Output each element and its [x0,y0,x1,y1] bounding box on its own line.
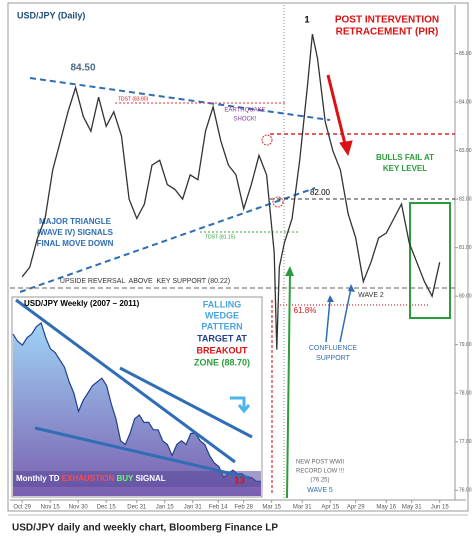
caption: USD/JPY daily and weekly chart, Bloomber… [12,523,278,534]
annotation: RETRACEMENT (PIR) [336,27,439,38]
y-tick-label: 79.00 [459,342,472,348]
x-tick-label: Nov 15 [41,505,61,511]
annotation-shapes [10,5,455,500]
annotation: TDST (83.80) [118,96,149,102]
x-tick-label: Jan 15 [156,505,175,511]
annotation: RECORD LOW !!! [296,469,344,475]
annotation: 82.00 [310,188,331,197]
inset-overlay: USD/JPY Weekly (2007 – 2011) FALLING WED… [15,298,253,487]
x-tick-label: Feb 14 [209,505,228,511]
y-tick-label: 77.00 [459,439,472,445]
annotation: NEW POST WWII [296,460,345,466]
annotation: 61.8% [294,306,317,315]
x-tick-label: Dec 15 [97,505,117,511]
x-tick-label: Nov 30 [69,505,89,511]
annotation: 1 [304,14,309,24]
price-line [21,33,441,350]
annotation: POST INTERVENTION [335,15,439,26]
signal-label: Monthly TD EXHAUSTION BUY SIGNAL [16,474,166,483]
inset-line [12,321,261,482]
annotation: PATTERN [201,321,242,331]
x-tick-label: May 16 [376,505,396,511]
annotation: FALLING [203,299,242,309]
x-tick-label: Oct 29 [13,505,31,511]
annotation: CONFLUENCE [309,345,358,352]
y-tick-label: 83.00 [459,148,472,154]
annotation: WAVE 5 [307,487,333,494]
y-tick-label: 76.00 [459,488,472,494]
annotation: SUPPORT [316,355,350,362]
y-tick-label: 82.00 [459,196,472,202]
x-tick-label: Apr 15 [321,505,339,511]
inset-title: USD/JPY Weekly (2007 – 2011) [24,299,140,308]
y-tick-label: 78.00 [459,391,472,397]
annotation: BREAKOUT [197,345,249,355]
annotation: BUY [116,474,134,483]
annotation: SIGNAL [135,474,165,483]
signal-band [13,471,261,487]
annotation: WAVE 2 [358,292,384,299]
annotation: 84.50 [70,63,95,74]
x-tick-label: Jun 15 [431,505,450,511]
annotation: (76.25) [310,478,329,484]
inset-area [13,323,261,496]
annotation: EARTHQUAKE [224,108,265,114]
y-tick-label: 85.00 [459,51,472,57]
x-tick-label: Apr 29 [347,505,365,511]
x-tick-label: Dec 31 [127,505,147,511]
x-tick-label: Mar 15 [262,505,281,511]
y-tick-label: 80.00 [459,294,472,300]
inset-chart [11,296,263,498]
annotation: WEDGE [205,310,239,320]
annotation: FINAL MOVE DOWN [37,239,114,248]
annotation: MAJOR TRIANGLE [39,217,112,226]
y-tick-label: 81.00 [459,245,472,251]
annotation: EXHAUSTION [62,474,115,483]
x-tick-label: May 31 [402,505,422,511]
annotation: BULLS FAIL AT [376,153,434,162]
x-tick-label: Jan 31 [184,505,203,511]
chart-title: USD/JPY (Daily) [17,10,85,20]
annotation: Monthly TD [16,474,60,483]
x-tick-label: Feb 28 [234,505,253,511]
annotation: ZONE (88.70) [194,357,250,367]
x-tick-label: Mar 31 [293,505,312,511]
annotation: KEY LEVEL [383,164,427,173]
annotation: TARGET AT [197,333,247,343]
y-tick-label: 84.00 [459,99,472,105]
annotation: TDST (81.15) [205,234,236,240]
annotation: 13 [234,476,246,487]
wedge-lines [15,298,253,480]
annotation: SHOCK! [233,117,256,123]
annotation: UPSIDE REVERSAL ABOVE KEY SUPPORT (80.22… [60,278,230,285]
breakout-arrow [230,396,251,414]
annotation: (WAVE IV) SIGNALS [37,228,114,237]
